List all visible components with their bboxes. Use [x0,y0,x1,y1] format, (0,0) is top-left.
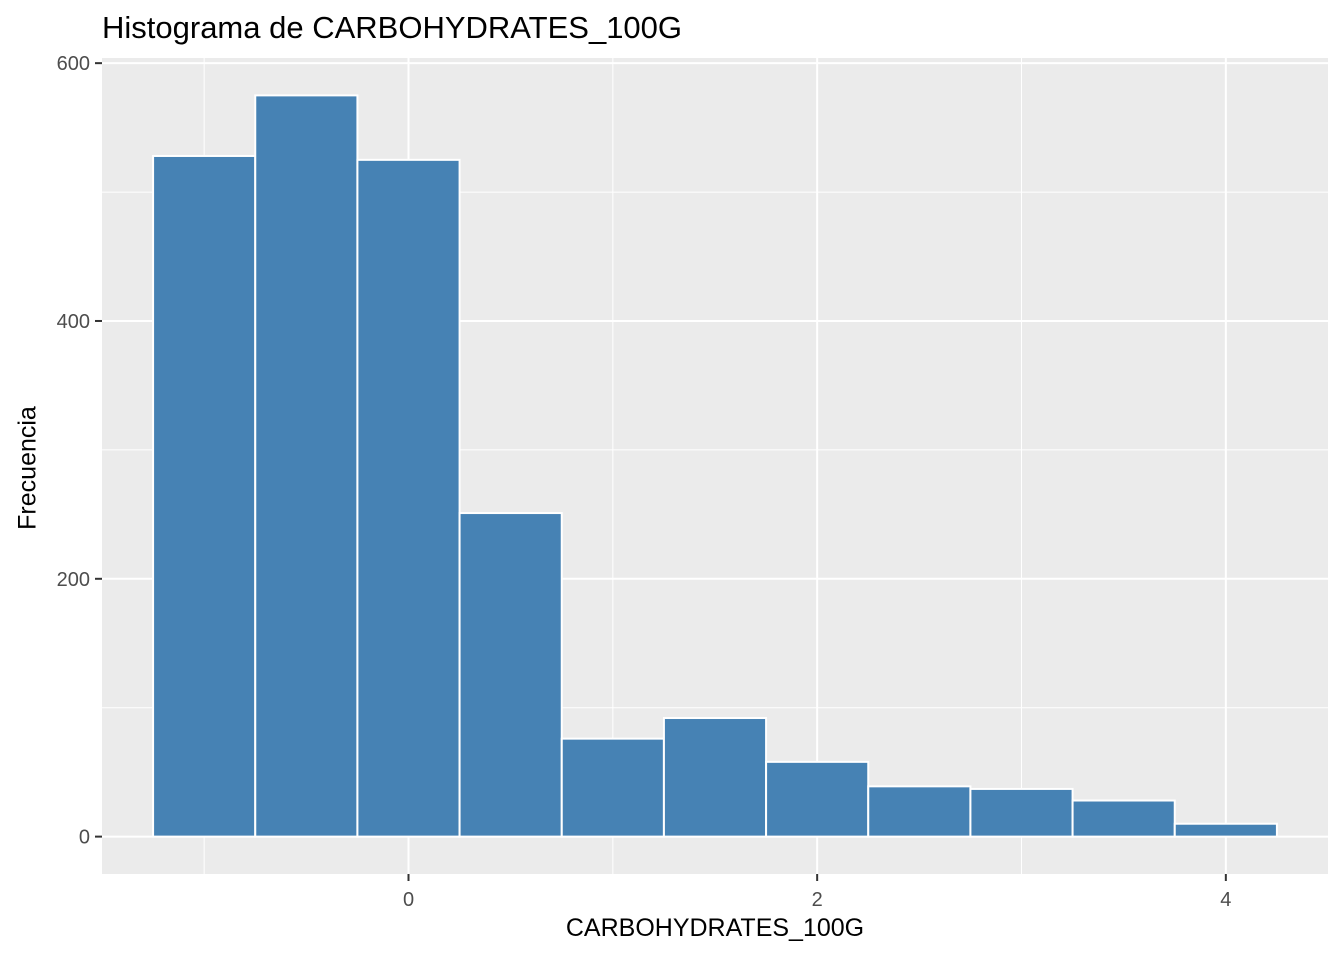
histogram-bar [1071,799,1176,838]
y-tick-label: 0 [79,827,90,849]
y-axis-label: Frecuencia [13,406,42,530]
y-tick-label: 200 [57,569,90,591]
histogram-bar [662,717,768,838]
y-axis: 0 200 400 600 [57,53,102,849]
histogram-bar [867,785,972,838]
histogram-bar [356,158,461,838]
y-tick-label: 400 [57,311,90,333]
histogram-bar [560,737,665,838]
chart-title: Histograma de CARBOHYDRATES_100G [102,10,683,45]
histogram-bar [969,787,1074,838]
x-axis-label: CARBOHYDRATES_100G [565,914,865,942]
histogram-bars [152,94,1278,838]
x-axis: 0 2 4 [403,874,1231,911]
histogram-bar [152,154,257,838]
histogram-bar [458,512,563,838]
x-tick-label: 4 [1220,889,1231,911]
histogram-bar [765,760,870,838]
x-tick-label: 0 [403,889,414,911]
x-tick-label: 2 [812,889,823,911]
histogram-bar [1173,822,1278,838]
y-tick-label: 600 [57,53,90,75]
histogram-bar [254,94,359,838]
